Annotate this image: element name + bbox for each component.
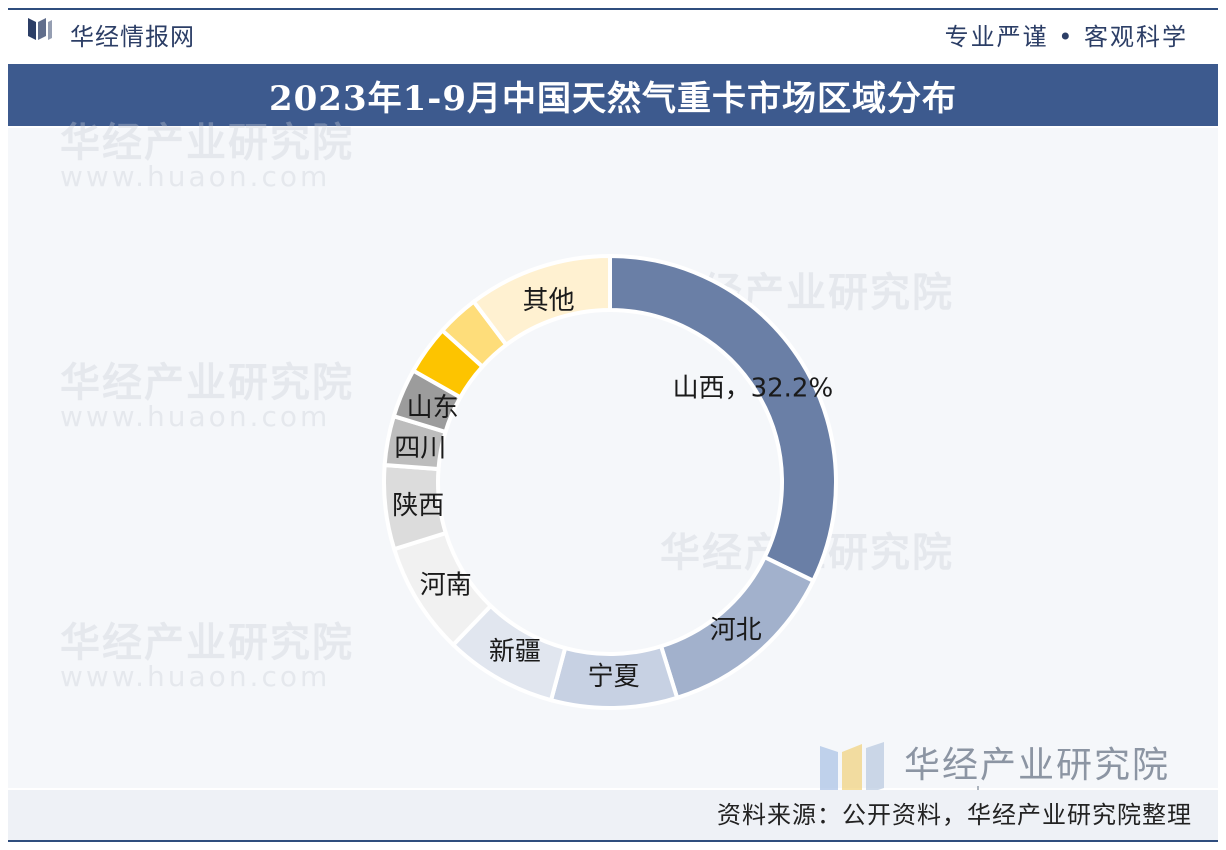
donut-slice-10 <box>470 253 612 348</box>
slogan: 专业严谨 • 客观科学 <box>944 23 1188 51</box>
title-bar: 2023年1-9月中国天然气重卡市场区域分布 <box>8 64 1218 126</box>
slice-label: 宁夏 <box>588 662 640 692</box>
source-note: 资料来源：公开资料，华经产业研究院整理 <box>717 801 1192 829</box>
brand-name: 华经情报网 <box>70 23 195 51</box>
slice-label: 山西，32.2% <box>673 374 834 404</box>
slice-label: 河南 <box>420 570 472 600</box>
slice-label: 河北 <box>710 615 762 645</box>
watermark-brand: 华经产业研究院 <box>904 745 1171 786</box>
donut-slice-0 <box>608 253 838 584</box>
slice-label: 陕西 <box>392 491 444 521</box>
slice-label: 山东 <box>407 393 459 423</box>
footer-bar <box>8 790 1218 840</box>
slice-label: 其他 <box>523 286 575 316</box>
top-frame-line <box>8 8 1218 10</box>
slice-label: 新疆 <box>489 637 541 667</box>
watermark-logo-icon <box>820 742 884 800</box>
bottom-frame-line <box>8 840 1218 842</box>
chart-title: 2023年1-9月中国天然气重卡市场区域分布 <box>268 78 958 119</box>
header-bar <box>8 10 1218 62</box>
slice-label: 四川 <box>394 433 446 463</box>
brand-logo-icon <box>28 18 52 40</box>
